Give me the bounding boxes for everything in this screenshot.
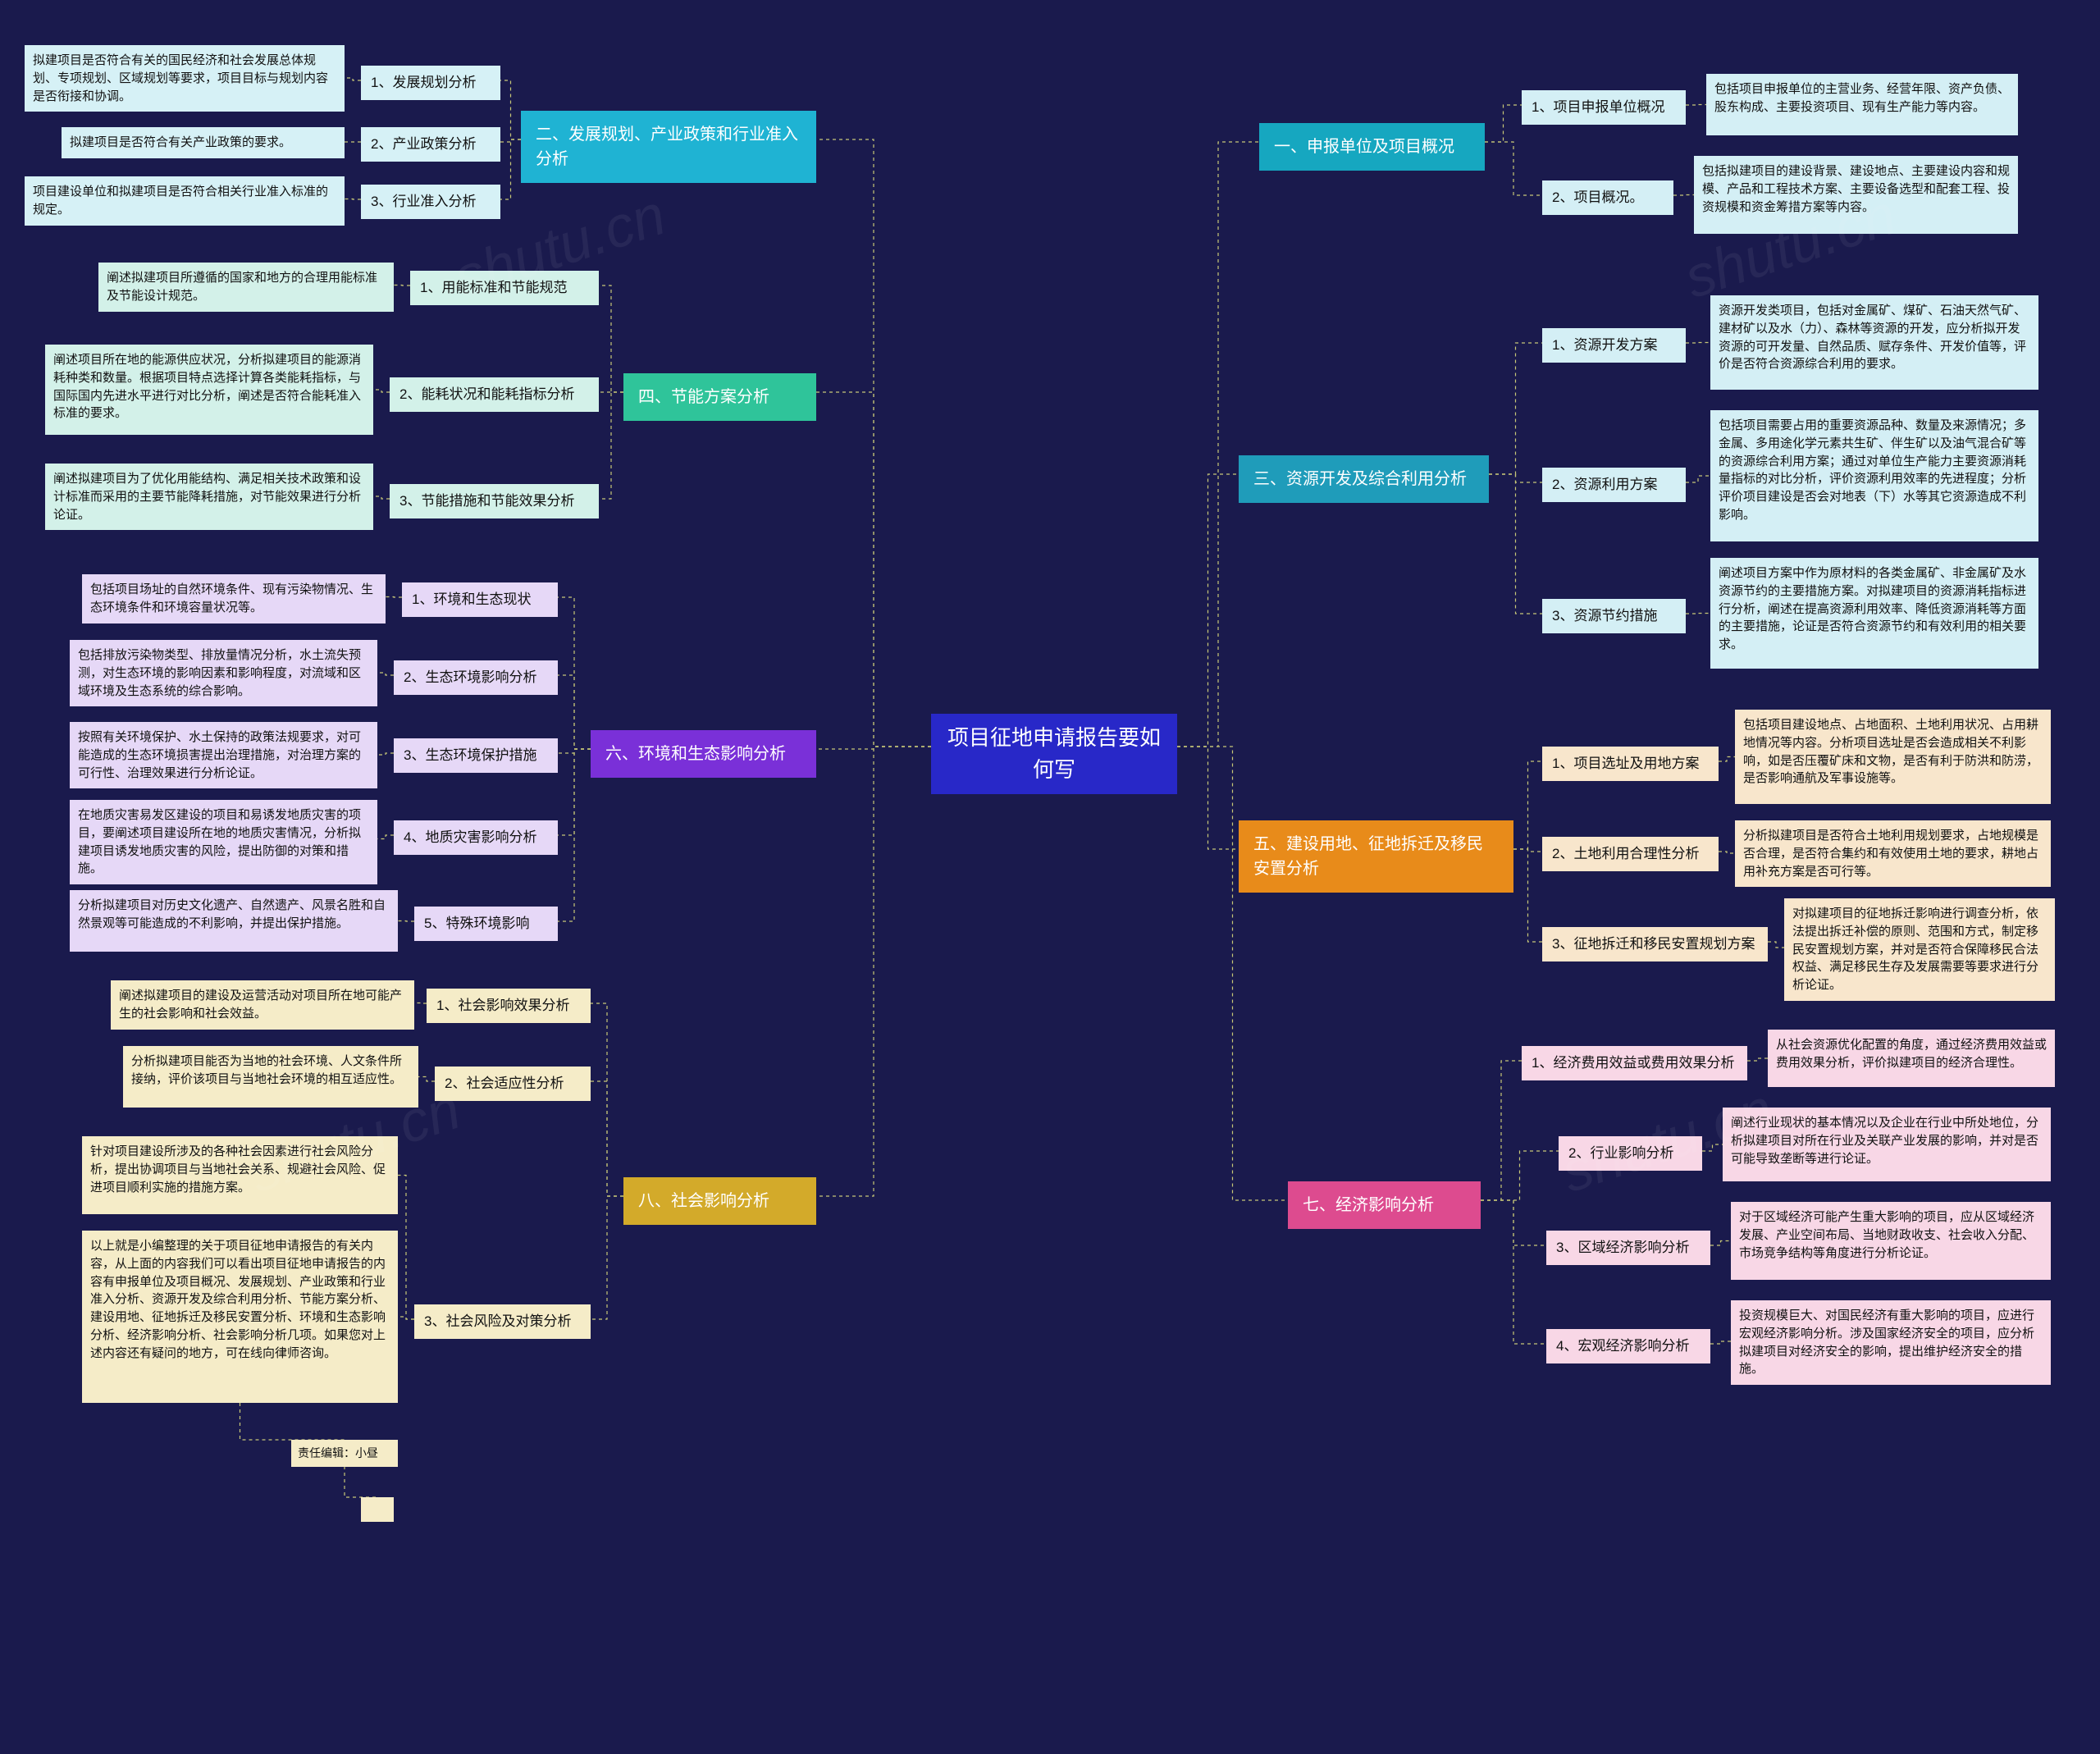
leaf-b3s3: 阐述项目方案中作为原材料的各类金属矿、非金属矿及水资源节约的主要措施方案。对拟建… [1710,558,2038,669]
sub-b8s3: 3、社会风险及对策分析 [414,1304,591,1339]
leaf-b5s1: 包括项目建设地点、占地面积、土地利用状况、占用耕地情况等内容。分析项目选址是否会… [1735,710,2051,804]
branch-b5: 五、建设用地、征地拆迁及移民安置分析 [1239,820,1513,893]
sub-b6s4: 4、地质灾害影响分析 [394,820,558,855]
branch-b6: 六、环境和生态影响分析 [591,730,816,778]
sub-b4s3: 3、节能措施和节能效果分析 [390,484,599,518]
leaf-b6s1: 包括项目场址的自然环境条件、现有污染物情况、生态环境条件和环境容量状况等。 [82,574,386,623]
sub-b3s1: 1、资源开发方案 [1542,328,1686,363]
leaf-b4s1: 阐述拟建项目所遵循的国家和地方的合理用能标准及节能设计规范。 [98,263,394,312]
sub-b3s3: 3、资源节约措施 [1542,599,1686,633]
branch-b2: 二、发展规划、产业政策和行业准入分析 [521,111,816,183]
leaf-b5s2: 分析拟建项目是否符合土地利用规划要求，占地规模是否合理，是否符合集约和有效使用土… [1735,820,2051,887]
sub-b2s1: 1、发展规划分析 [361,66,500,100]
sub-b8s1: 1、社会影响效果分析 [427,989,591,1023]
leaf-b5s3: 对拟建项目的征地拆迁影响进行调查分析，依法提出拆迁补偿的原则、范围和方式，制定移… [1784,898,2055,1001]
leaf-b8s3-1: 以上就是小编整理的关于项目征地申请报告的有关内容，从上面的内容我们可以看出项目征… [82,1231,398,1403]
leaf-b6s2: 包括排放污染物类型、排放量情况分析，水土流失预测，对生态环境的影响因素和影响程度… [70,640,377,706]
sub-b4s1: 1、用能标准和节能规范 [410,271,599,305]
leaf-b8s1: 阐述拟建项目的建设及运营活动对项目所在地可能产生的社会影响和社会效益。 [111,980,414,1030]
leaf-b6s4: 在地质灾害易发区建设的项目和易诱发地质灾害的项目，要阐述项目建设所在地的地质灾害… [70,800,377,884]
leaf-b7s3: 对于区域经济可能产生重大影响的项目，应从区域经济发展、产业空间布局、当地财政收支… [1731,1202,2051,1280]
leaf-b3s1: 资源开发类项目，包括对金属矿、煤矿、石油天然气矿、建材矿以及水（力）、森林等资源… [1710,295,2038,390]
branch-b1: 一、申报单位及项目概况 [1259,123,1485,171]
leaf-b7s4: 投资规模巨大、对国民经济有重大影响的项目，应进行宏观经济影响分析。涉及国家经济安… [1731,1300,2051,1385]
sub-b7s4: 4、宏观经济影响分析 [1546,1329,1710,1363]
sub-b6s5: 5、特殊环境影响 [414,907,558,941]
leaf-b3s2: 包括项目需要占用的重要资源品种、数量及来源情况；多金属、多用途化学元素共生矿、伴… [1710,410,2038,541]
sub-b7s1: 1、经济费用效益或费用效果分析 [1522,1046,1747,1080]
leaf-b6s5: 分析拟建项目对历史文化遗产、自然遗产、风景名胜和自然景观等可能造成的不利影响，并… [70,890,398,952]
leaf-b8s2: 分析拟建项目能否为当地的社会环境、人文条件所接纳，评价该项目与当地社会环境的相互… [123,1046,418,1108]
leaf-b6s3: 按照有关环境保护、水土保持的政策法规要求，对可能造成的生态环境损害提出治理措施，… [70,722,377,788]
sub-b7s2: 2、行业影响分析 [1559,1136,1702,1171]
branch-b3: 三、资源开发及综合利用分析 [1239,455,1489,503]
leaf-b1s1: 包括项目申报单位的主营业务、经营年限、资产负债、股东构成、主要投资项目、现有生产… [1706,74,2018,135]
sub-b8s2: 2、社会适应性分析 [435,1067,591,1101]
sub-b5s3: 3、征地拆迁和移民安置规划方案 [1542,927,1768,962]
leaf-b4s3: 阐述拟建项目为了优化用能结构、满足相关技术政策和设计标准而采用的主要节能降耗措施… [45,464,373,530]
sub-b5s2: 2、土地利用合理性分析 [1542,837,1719,871]
sub-b2s2: 2、产业政策分析 [361,127,500,162]
sub-b1s2: 2、项目概况。 [1542,180,1673,215]
sub-b1s1: 1、项目申报单位概况 [1522,90,1686,125]
sub-b5s1: 1、项目选址及用地方案 [1542,747,1719,781]
leaf-b8s3-0: 针对项目建设所涉及的各种社会因素进行社会风险分析，提出协调项目与当地社会关系、规… [82,1136,398,1214]
leaf-b8s3-2: 责任编辑：小昼 [291,1440,398,1467]
branch-b7: 七、经济影响分析 [1288,1181,1481,1229]
sub-b6s3: 3、生态环境保护措施 [394,738,558,773]
sub-b3s2: 2、资源利用方案 [1542,468,1686,502]
leaf-b2s1: 拟建项目是否符合有关的国民经济和社会发展总体规划、专项规划、区域规划等要求，项目… [25,45,345,112]
root-node: 项目征地申请报告要如何写 [931,714,1177,794]
sub-b2s3: 3、行业准入分析 [361,185,500,219]
leaf-b1s2: 包括拟建项目的建设背景、建设地点、主要建设内容和规模、产品和工程技术方案、主要设… [1694,156,2018,234]
sub-b4s2: 2、能耗状况和能耗指标分析 [390,377,599,412]
leaf-b7s1: 从社会资源优化配置的角度，通过经济费用效益或费用效果分析，评价拟建项目的经济合理… [1768,1030,2055,1087]
leaf-b8s3-3 [361,1497,394,1522]
leaf-b2s2: 拟建项目是否符合有关产业政策的要求。 [62,127,345,158]
leaf-b7s2: 阐述行业现状的基本情况以及企业在行业中所处地位，分析拟建项目对所在行业及关联产业… [1723,1108,2051,1181]
leaf-b4s2: 阐述项目所在地的能源供应状况，分析拟建项目的能源消耗种类和数量。根据项目特点选择… [45,345,373,435]
sub-b7s3: 3、区域经济影响分析 [1546,1231,1710,1265]
leaf-b2s3: 项目建设单位和拟建项目是否符合相关行业准入标准的规定。 [25,176,345,226]
sub-b6s1: 1、环境和生态现状 [402,582,558,617]
branch-b8: 八、社会影响分析 [623,1177,816,1225]
sub-b6s2: 2、生态环境影响分析 [394,660,558,695]
branch-b4: 四、节能方案分析 [623,373,816,421]
